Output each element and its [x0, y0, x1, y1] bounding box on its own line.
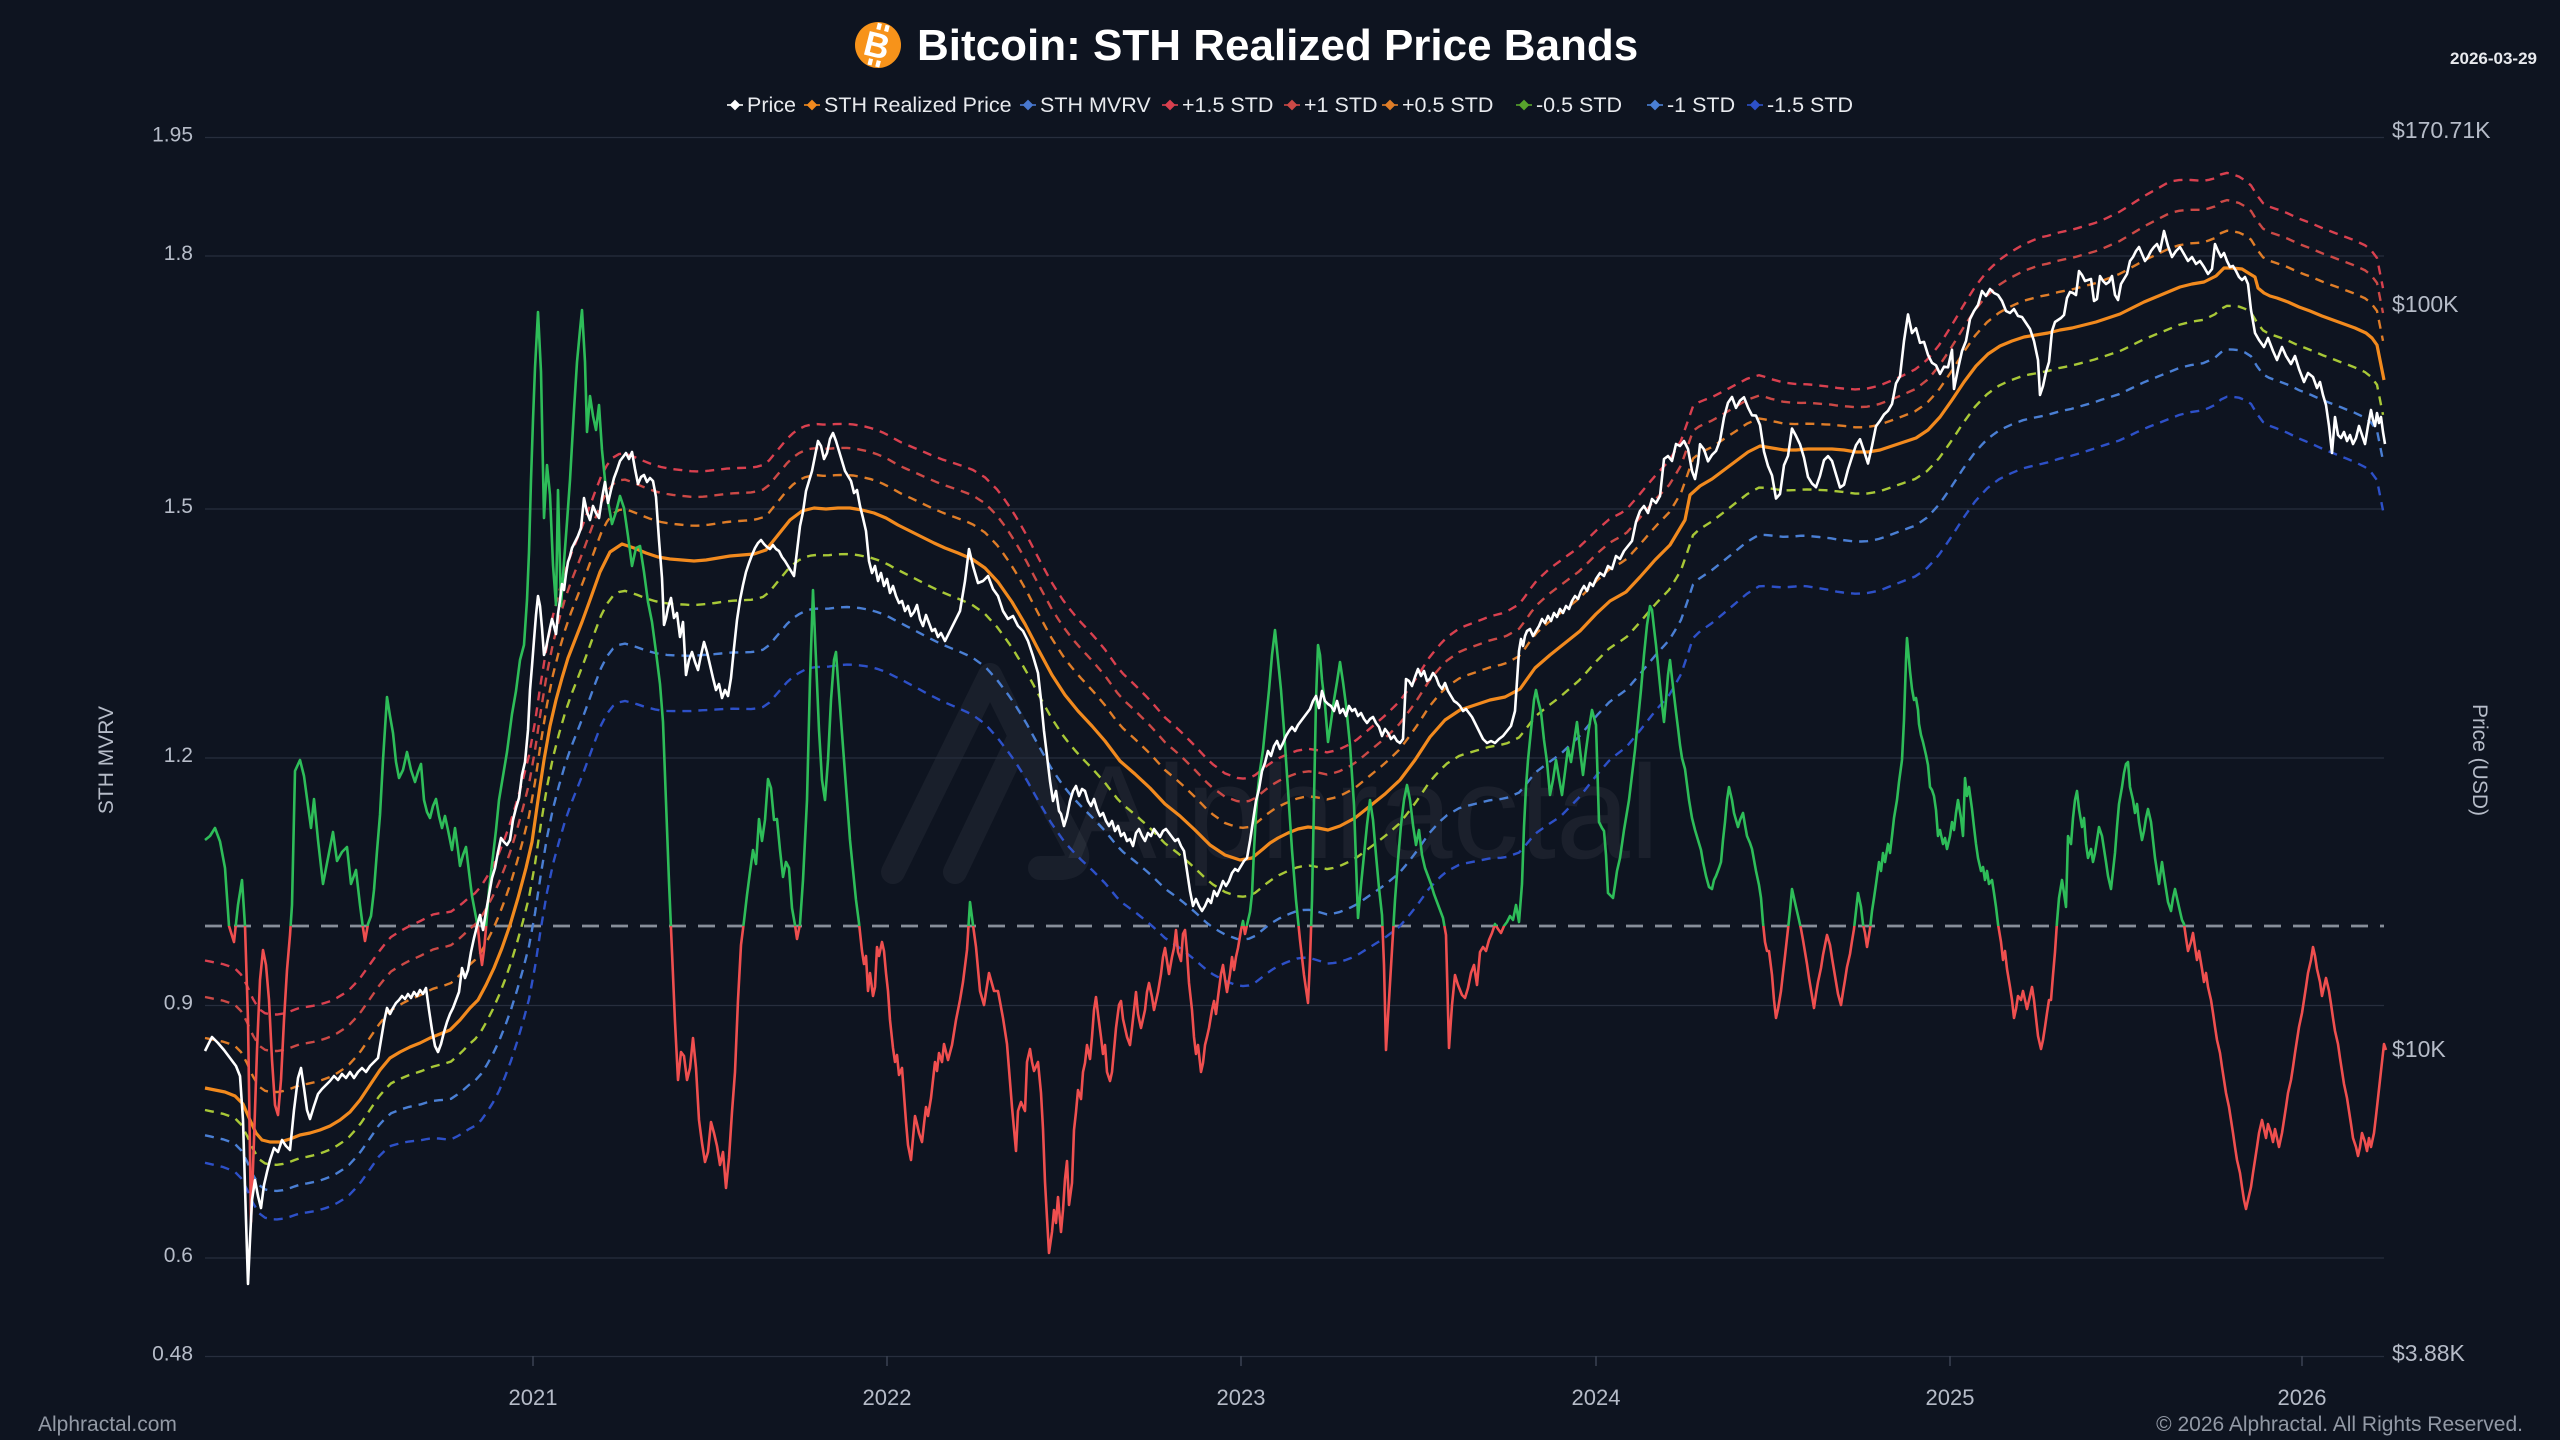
svg-text:1.2: 1.2 [164, 744, 193, 767]
svg-text:0.9: 0.9 [164, 992, 193, 1015]
svg-text:-0.5 STD: -0.5 STD [1536, 93, 1622, 117]
svg-text:$100K: $100K [2392, 291, 2459, 317]
svg-text:$3.88K: $3.88K [2392, 1340, 2466, 1366]
svg-text:© 2026 Alphractal. All Rights: © 2026 Alphractal. All Rights Reserved. [2156, 1413, 2523, 1436]
svg-text:-1 STD: -1 STD [1667, 93, 1735, 117]
svg-text:STH MVRV: STH MVRV [95, 706, 118, 814]
svg-text:$10K: $10K [2392, 1036, 2446, 1062]
svg-text:1.5: 1.5 [164, 495, 193, 518]
svg-text:2026: 2026 [2278, 1385, 2327, 1410]
svg-text:+1.5 STD: +1.5 STD [1182, 93, 1273, 117]
svg-text:+0.5 STD: +0.5 STD [1402, 93, 1493, 117]
svg-text:2026-03-29: 2026-03-29 [2450, 49, 2537, 68]
svg-text:0.48: 0.48 [152, 1343, 193, 1366]
svg-text:1.95: 1.95 [152, 124, 193, 147]
svg-text:2022: 2022 [863, 1385, 912, 1410]
svg-text:Price: Price [747, 93, 796, 117]
svg-text:STH MVRV: STH MVRV [1040, 93, 1151, 117]
svg-text:1.8: 1.8 [164, 242, 193, 265]
svg-text:STH Realized Price: STH Realized Price [824, 93, 1012, 117]
svg-text:0.6: 0.6 [164, 1244, 193, 1267]
svg-text:$170.71K: $170.71K [2392, 117, 2491, 143]
svg-text:+1 STD: +1 STD [1304, 93, 1378, 117]
svg-text:Bitcoin: STH Realized Price Ba: Bitcoin: STH Realized Price Bands [917, 21, 1638, 70]
svg-text:-1.5 STD: -1.5 STD [1767, 93, 1853, 117]
svg-text:Price (USD): Price (USD) [2468, 704, 2491, 816]
svg-text:2023: 2023 [1217, 1385, 1266, 1410]
svg-text:2021: 2021 [509, 1385, 558, 1410]
svg-text:2024: 2024 [1572, 1385, 1621, 1410]
svg-text:2025: 2025 [1926, 1385, 1975, 1410]
svg-text:Alphractal.com: Alphractal.com [38, 1413, 177, 1436]
